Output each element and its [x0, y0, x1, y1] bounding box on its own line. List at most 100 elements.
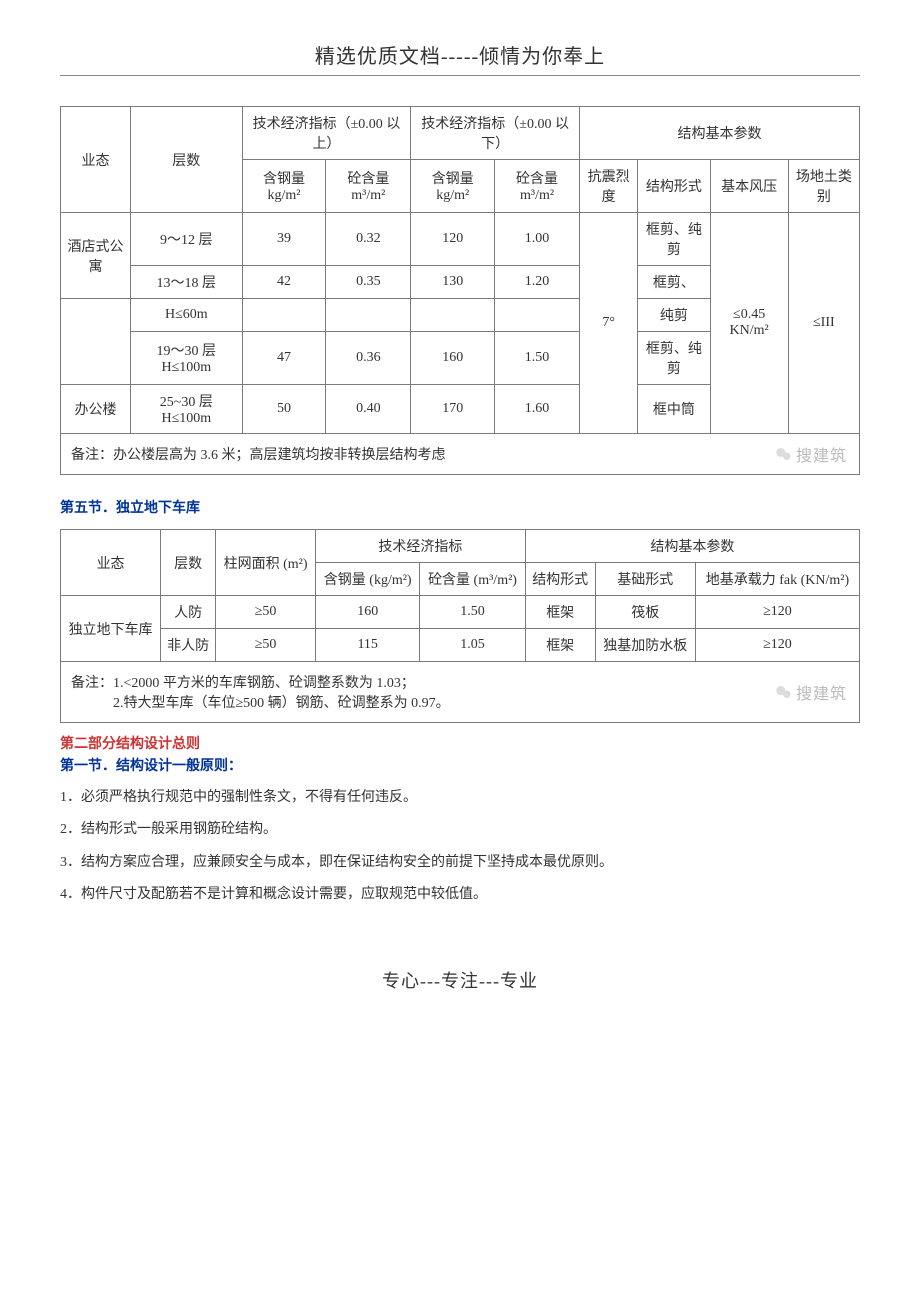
cell: 框架 — [525, 629, 595, 662]
table-note-row: 备注：1.<2000 平方米的车库钢筋、砼调整系数为 1.03； 2.特大型车库… — [61, 662, 860, 723]
page-footer: 专心---专注---专业 — [60, 967, 860, 993]
part2-title: 第二部分结构设计总则 — [60, 733, 860, 753]
cell: ≥120 — [695, 596, 859, 629]
col-header-yetai: 业态 — [61, 107, 131, 213]
col-header-seismic: 抗震烈度 — [580, 160, 638, 213]
col-header-steel: 含钢量 (kg/m²) — [316, 563, 420, 596]
list-item: 4．构件尺寸及配筋若不是计算和概念设计需要，应取规范中较低值。 — [60, 884, 860, 906]
col-header-above-conc: 砼含量 m³/m² — [326, 160, 411, 213]
sec1-title: 第一节．结构设计一般原则： — [60, 755, 860, 775]
col-header-found: 基础形式 — [595, 563, 695, 596]
col-header-conc: 砼含量 (m³/m²) — [420, 563, 525, 596]
col-header-tech: 技术经济指标 — [316, 530, 526, 563]
cell: 独基加防水板 — [595, 629, 695, 662]
cell: 50 — [242, 385, 326, 434]
col-header-yetai: 业态 — [61, 530, 161, 596]
col-header-soil: 场地土类别 — [788, 160, 859, 213]
cell-soil: ≤III — [788, 213, 859, 434]
wechat-icon — [774, 683, 792, 701]
cell: 120 — [411, 213, 495, 266]
cell: 0.36 — [326, 332, 411, 385]
cell: 9～12 层 — [131, 213, 243, 266]
page-header: 精选优质文档-----倾情为你奉上 — [60, 40, 860, 76]
cell: 纯剪 — [638, 299, 710, 332]
cell: 25~30 层 H≤100m — [131, 385, 243, 434]
table-note-cell: 备注：1.<2000 平方米的车库钢筋、砼调整系数为 1.03； 2.特大型车库… — [61, 662, 860, 723]
col-header-above-steel: 含钢量 kg/m² — [242, 160, 326, 213]
col-header-below-conc: 砼含量 m³/m² — [495, 160, 580, 213]
cell-yetai-hotel: 酒店式公寓 — [61, 213, 131, 299]
cell: 0.40 — [326, 385, 411, 434]
cell: 115 — [316, 629, 420, 662]
cell: 47 — [242, 332, 326, 385]
col-header-bearing: 地基承载力 fak (KN/m²) — [695, 563, 859, 596]
cell: 筏板 — [595, 596, 695, 629]
list-item: 3．结构方案应合理，应兼顾安全与成本，即在保证结构安全的前提下坚持成本最优原则。 — [60, 852, 860, 874]
col-header-struct: 结构基本参数 — [525, 530, 859, 563]
cell: 非人防 — [161, 629, 216, 662]
section5-title: 第五节．独立地下车库 — [60, 497, 860, 517]
cell: 1.50 — [420, 596, 525, 629]
table-row: 非人防 ≥50 115 1.05 框架 独基加防水板 ≥120 — [61, 629, 860, 662]
col-header-above: 技术经济指标（±0.00 以上） — [242, 107, 411, 160]
cell: 42 — [242, 266, 326, 299]
cell-empty — [61, 299, 131, 385]
cell: 1.60 — [495, 385, 580, 434]
cell — [495, 299, 580, 332]
cell: 框剪、纯剪 — [638, 213, 710, 266]
cell: 39 — [242, 213, 326, 266]
cell: H≤60m — [131, 299, 243, 332]
col-header-struct: 结构基本参数 — [580, 107, 860, 160]
cell: 0.32 — [326, 213, 411, 266]
watermark: 搜建筑 — [774, 680, 847, 704]
table-row: 酒店式公寓 9～12 层 39 0.32 120 1.00 7° 框剪、纯剪 ≤… — [61, 213, 860, 266]
note-text: 备注：办公楼层高为 3.6 米；高层建筑均按非转换层结构考虑 — [71, 448, 446, 463]
cell: 160 — [411, 332, 495, 385]
list-item: 2．结构形式一般采用钢筋砼结构。 — [60, 819, 860, 841]
col-header-cengshu: 层数 — [161, 530, 216, 596]
table-row: 独立地下车库 人防 ≥50 160 1.50 框架 筏板 ≥120 — [61, 596, 860, 629]
cell-seismic: 7° — [580, 213, 638, 434]
col-header-form: 结构形式 — [525, 563, 595, 596]
note-text-l2: 2.特大型车库（车位≥500 辆）钢筋、砼调整系为 0.97。 — [71, 696, 450, 711]
cell — [242, 299, 326, 332]
table-building-indices: 业态 层数 技术经济指标（±0.00 以上） 技术经济指标（±0.00 以下） … — [60, 106, 860, 475]
cell: 1.05 — [420, 629, 525, 662]
cell: 13～18 层 — [131, 266, 243, 299]
cell: 人防 — [161, 596, 216, 629]
wechat-icon — [774, 445, 792, 463]
cell: 170 — [411, 385, 495, 434]
cell: 160 — [316, 596, 420, 629]
cell: 130 — [411, 266, 495, 299]
table-row: 业态 层数 柱网面积 (m²) 技术经济指标 结构基本参数 — [61, 530, 860, 563]
cell — [326, 299, 411, 332]
watermark-text: 搜建筑 — [796, 442, 847, 466]
cell: 框架 — [525, 596, 595, 629]
table-note-cell: 备注：办公楼层高为 3.6 米；高层建筑均按非转换层结构考虑 搜建筑 — [61, 434, 860, 475]
cell-yetai-office: 办公楼 — [61, 385, 131, 434]
cell: 框剪、纯剪 — [638, 332, 710, 385]
cell: 1.00 — [495, 213, 580, 266]
table-note-row: 备注：办公楼层高为 3.6 米；高层建筑均按非转换层结构考虑 搜建筑 — [61, 434, 860, 475]
cell: ≥50 — [216, 629, 316, 662]
cell: ≥120 — [695, 629, 859, 662]
table-garage: 业态 层数 柱网面积 (m²) 技术经济指标 结构基本参数 含钢量 (kg/m²… — [60, 529, 860, 723]
document-page: 精选优质文档-----倾情为你奉上 业态 层数 技术经济指标（±0.00 以上）… — [0, 0, 920, 1023]
watermark-text: 搜建筑 — [796, 680, 847, 704]
col-header-below: 技术经济指标（±0.00 以下） — [411, 107, 580, 160]
cell: 19～30 层 H≤100m — [131, 332, 243, 385]
table-row: 业态 层数 技术经济指标（±0.00 以上） 技术经济指标（±0.00 以下） … — [61, 107, 860, 160]
list-item: 1．必须严格执行规范中的强制性条文，不得有任何违反。 — [60, 787, 860, 809]
col-header-form: 结构形式 — [638, 160, 710, 213]
col-header-area: 柱网面积 (m²) — [216, 530, 316, 596]
cell: 0.35 — [326, 266, 411, 299]
cell: 1.50 — [495, 332, 580, 385]
cell-wind: ≤0.45 KN/m² — [710, 213, 788, 434]
col-header-wind: 基本风压 — [710, 160, 788, 213]
col-header-below-steel: 含钢量 kg/m² — [411, 160, 495, 213]
cell — [411, 299, 495, 332]
cell: 1.20 — [495, 266, 580, 299]
principles-list: 1．必须严格执行规范中的强制性条文，不得有任何违反。 2．结构形式一般采用钢筋砼… — [60, 787, 860, 907]
watermark: 搜建筑 — [774, 442, 847, 466]
cell-yetai-garage: 独立地下车库 — [61, 596, 161, 662]
